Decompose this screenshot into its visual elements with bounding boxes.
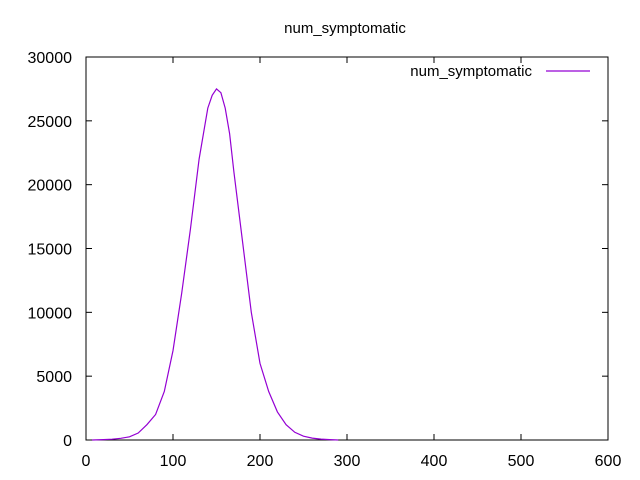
x-tick-label-100: 100 (160, 453, 187, 470)
plot-frame (85, 56, 609, 441)
x-tick-label-600: 600 (595, 453, 622, 470)
y-tick-label-15000: 15000 (28, 242, 73, 259)
y-tick-label-30000: 30000 (28, 50, 73, 67)
legend: num_symptomatic (410, 63, 590, 80)
x-tick-label-400: 400 (421, 453, 448, 470)
y-tick-label-5000: 5000 (36, 369, 72, 386)
x-tick-label-500: 500 (508, 453, 535, 470)
x-tick-label-300: 300 (334, 453, 361, 470)
y-tick-label-10000: 10000 (28, 305, 73, 322)
y-axis: 0 5000 10000 15000 20000 25000 30000 (28, 50, 608, 450)
y-tick-label-0: 0 (63, 433, 72, 450)
y-tick-label-20000: 20000 (28, 178, 73, 195)
x-tick-label-0: 0 (82, 453, 91, 470)
chart-title: num_symptomatic (284, 20, 406, 37)
y-tick-label-25000: 25000 (28, 114, 73, 131)
x-axis: 0 100 200 300 400 500 600 (82, 57, 622, 470)
series-line-num-symptomatic (92, 88, 339, 441)
x-tick-label-200: 200 (247, 453, 274, 470)
legend-entry-num-symptomatic: num_symptomatic (410, 63, 532, 80)
